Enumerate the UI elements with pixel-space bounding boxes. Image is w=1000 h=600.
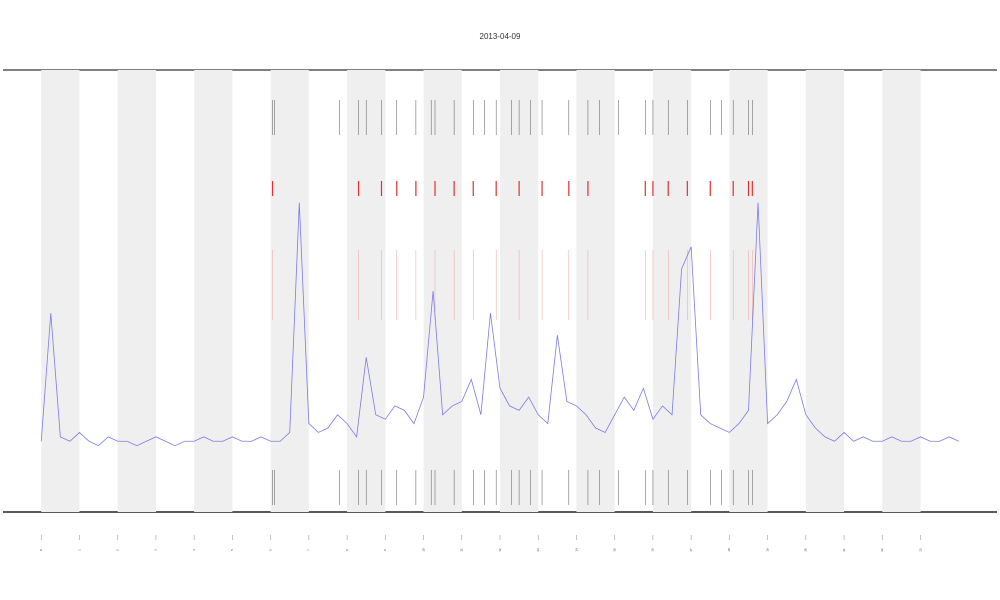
x-tick-label: 19 — [765, 548, 769, 552]
x-tick-label: 18 — [727, 548, 731, 552]
shade-band — [423, 70, 462, 512]
x-tick-label: 6 — [268, 549, 272, 551]
shade-band — [41, 70, 80, 512]
shade-band — [652, 70, 692, 512]
x-tick-label: 21 — [842, 548, 846, 552]
x-tick-label: 11 — [460, 548, 464, 551]
shade-band — [117, 70, 156, 512]
x-tick-label: 20 — [804, 548, 808, 552]
x-tick-label: 3 — [154, 549, 158, 551]
x-tick-label: 17 — [689, 548, 693, 552]
x-tick-label: 23 — [918, 548, 922, 552]
x-tick-label: 10 — [421, 548, 425, 552]
x-tick-label: 7 — [307, 549, 311, 551]
x-tick-label: 5 — [230, 549, 234, 551]
x-tick-label: 14 — [574, 548, 578, 552]
shade-band — [194, 70, 233, 512]
x-tick-label: 22 — [880, 548, 884, 552]
x-tick-label: 4 — [192, 549, 196, 551]
x-tick-label: 0 — [39, 549, 43, 551]
x-tick-label: 12 — [498, 548, 502, 552]
x-tick-label: 8 — [345, 549, 349, 551]
chart-title: 2013-04-09 — [480, 32, 521, 41]
shade-band — [270, 70, 309, 512]
x-tick-label: 1 — [77, 549, 81, 551]
shade-band — [347, 70, 386, 512]
shade-band — [882, 70, 921, 512]
signal-line — [40, 202, 959, 447]
x-tick-label: 9 — [383, 549, 387, 551]
x-tick-label: 16 — [651, 548, 655, 552]
x-tick-label: 15 — [612, 548, 616, 552]
x-tick-label: 13 — [536, 548, 540, 552]
x-tick-label: 2 — [115, 549, 119, 551]
shade-band — [576, 70, 615, 512]
shade-band — [805, 70, 845, 512]
